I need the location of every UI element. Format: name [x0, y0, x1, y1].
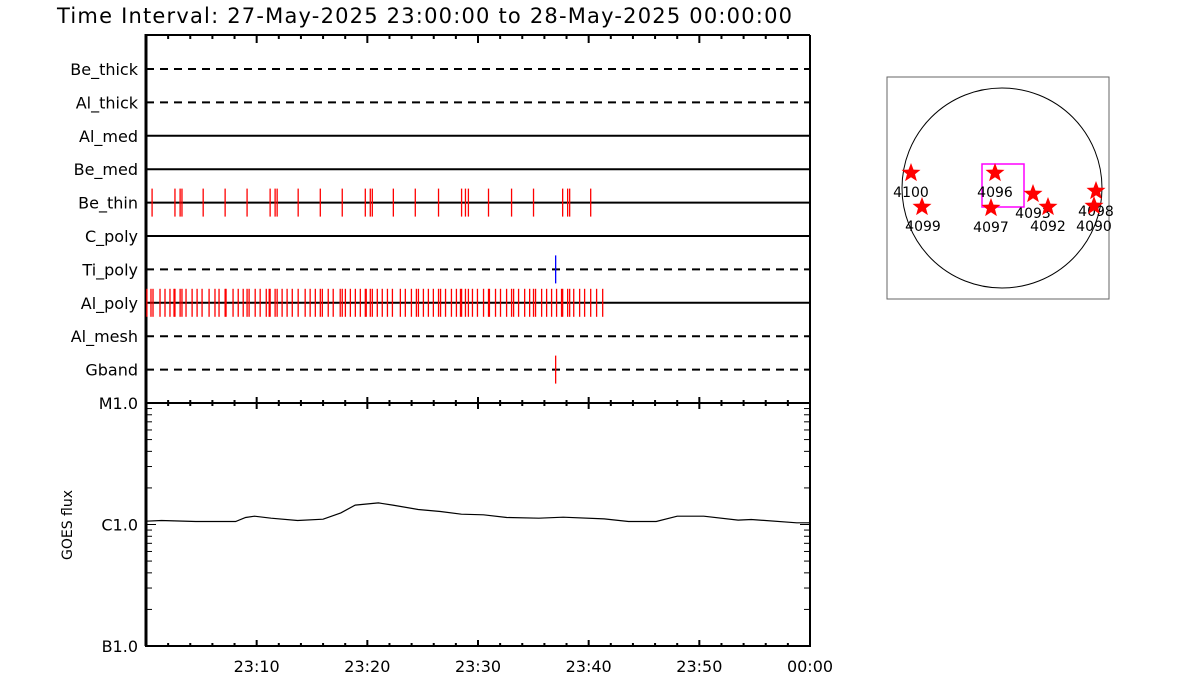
y-tick-label: C1.0 — [101, 516, 138, 535]
row-label-al_thick: Al_thick — [76, 93, 139, 113]
goes-flux-line — [145, 502, 810, 524]
region-star-icon — [1023, 184, 1043, 203]
region-star-icon — [901, 163, 921, 182]
x-tick-label: 23:20 — [344, 657, 390, 676]
region-label-4096: 4096 — [977, 185, 1013, 201]
row-label-al_med: Al_med — [79, 127, 138, 147]
x-tick-label: 23:10 — [234, 657, 280, 676]
plot-title: Time Interval: 27-May-2025 23:00:00 to 2… — [56, 4, 793, 28]
region-label-4100: 4100 — [893, 185, 929, 201]
region-star-icon — [985, 163, 1005, 182]
region-star-icon — [981, 198, 1001, 217]
row-label-be_thick: Be_thick — [70, 60, 138, 80]
y-tick-label: M1.0 — [99, 394, 138, 413]
region-label-4097: 4097 — [973, 220, 1009, 236]
row-label-gband: Gband — [85, 361, 138, 380]
x-tick-label: 00:00 — [787, 657, 833, 676]
region-star-icon — [1084, 196, 1104, 215]
region-star-icon — [912, 197, 932, 216]
region-label-4093: 4093 — [1015, 206, 1051, 222]
row-label-be_thin: Be_thin — [78, 194, 138, 214]
x-tick-label: 23:30 — [455, 657, 501, 676]
region-label-4098: 4098 — [1078, 204, 1114, 220]
x-tick-label: 23:50 — [676, 657, 722, 676]
row-label-al_poly: Al_poly — [81, 294, 138, 314]
plot-frame — [145, 402, 811, 647]
goes-flux-panel: M1.0 C1.0 B1.0 23:10 23:20 23:30 23:40 23:50 00:… — [60, 394, 833, 676]
row-label-al_mesh: Al_mesh — [71, 327, 138, 347]
region-star-icon — [1086, 181, 1106, 200]
row-label-be_med: Be_med — [74, 160, 138, 180]
map-frame — [886, 76, 1110, 300]
region-star-icon — [1038, 197, 1058, 216]
row-label-c_poly: C_poly — [85, 227, 138, 247]
region-label-4092: 4092 — [1030, 219, 1066, 235]
x-tick-label: 23:40 — [566, 657, 612, 676]
xrt-fov-box — [981, 163, 1025, 208]
y-tick-label: B1.0 — [102, 637, 138, 656]
filter-timeline-panel: Be_thick Al_thick Al_med Be_med Be_thin C_pol… — [70, 34, 811, 403]
row-label-ti_poly: Ti_poly — [81, 260, 138, 280]
y-axis-label: GOES flux — [60, 490, 76, 560]
region-label-4099: 4099 — [905, 219, 941, 235]
region-label-4090: 4090 — [1076, 219, 1112, 235]
